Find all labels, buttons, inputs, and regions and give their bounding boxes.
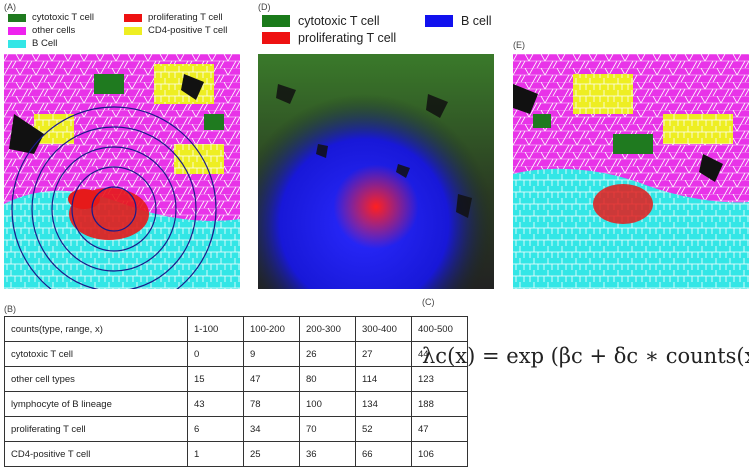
legend-label: B Cell (32, 38, 58, 49)
table-cell: 52 (355, 416, 412, 442)
table-cell: 66 (355, 441, 412, 467)
table-cell: 1 (187, 441, 244, 467)
table-cell: 15 (187, 366, 244, 392)
formula-equals: = (482, 344, 500, 368)
table-header-row: counts(type, range, x) 1-100 100-200 200… (4, 316, 468, 342)
table-header-cell: counts(type, range, x) (4, 316, 188, 342)
panel-label-e: (E) (513, 40, 525, 50)
legend-label: cytotoxic T cell (298, 14, 380, 28)
table-cell: 6 (187, 416, 244, 442)
cell-map-e (513, 54, 749, 289)
legend-swatch (8, 39, 26, 48)
legend-swatch (262, 15, 290, 27)
table-cell: 100 (299, 391, 356, 417)
legend-swatch (262, 32, 290, 44)
legend-swatch (8, 26, 26, 35)
panel-label-d: (D) (258, 2, 271, 12)
table-cell: cytotoxic T cell (4, 341, 188, 367)
legend-item: other cells (8, 25, 75, 36)
table-cell: 43 (187, 391, 244, 417)
legend-item: proliferating T cell (124, 12, 223, 23)
table-header-cell: 1-100 (187, 316, 244, 342)
legend-label: B cell (461, 14, 492, 28)
table-cell: other cell types (4, 366, 188, 392)
table-cell: proliferating T cell (4, 416, 188, 442)
formula-rhs: exp (βc + δc ∗ counts(x)) (506, 344, 749, 368)
table-cell: 27 (355, 341, 412, 367)
table-cell: 80 (299, 366, 356, 392)
table-cell: 134 (355, 391, 412, 417)
table-cell: 70 (299, 416, 356, 442)
table-row: other cell types 15 47 80 114 123 (4, 366, 468, 392)
table-cell: 123 (411, 366, 468, 392)
table-cell: 36 (299, 441, 356, 467)
table-row: lymphocyte of B lineage 43 78 100 134 18… (4, 391, 468, 417)
legend-item: cytotoxic T cell (262, 14, 380, 28)
table-cell: 78 (243, 391, 300, 417)
table-cell: CD4-positive T cell (4, 441, 188, 467)
table-header-cell: 400-500 (411, 316, 468, 342)
table-row: proliferating T cell 6 34 70 52 47 (4, 416, 468, 442)
table-cell: lymphocyte of B lineage (4, 391, 188, 417)
table-cell: 25 (243, 441, 300, 467)
legend-item: B Cell (8, 38, 57, 49)
table-row: cytotoxic T cell 0 9 26 27 44 (4, 341, 468, 367)
table-header-cell: 100-200 (243, 316, 300, 342)
panel-label-b: (B) (4, 304, 16, 314)
legend-item: B cell (425, 14, 492, 28)
legend-label: cytotoxic T cell (32, 12, 94, 23)
legend-swatch (124, 26, 142, 35)
legend-label: proliferating T cell (298, 31, 397, 45)
legend-swatch (8, 13, 26, 22)
table-cell: 44 (411, 341, 468, 367)
legend-item: proliferating T cell (262, 31, 396, 45)
table-cell: 47 (243, 366, 300, 392)
table-cell: 34 (243, 416, 300, 442)
table-cell: 47 (411, 416, 468, 442)
legend-item: cytotoxic T cell (8, 12, 94, 23)
legend-item: CD4-positive T cell (124, 25, 227, 36)
table-cell: 106 (411, 441, 468, 467)
legend-label: other cells (32, 25, 76, 36)
legend-label: proliferating T cell (148, 12, 223, 23)
panel-label-a: (A) (4, 2, 16, 12)
table-cell: 188 (411, 391, 468, 417)
formula-lhs: λc(x) (422, 344, 476, 368)
table-cell: 114 (355, 366, 412, 392)
panel-label-c: (C) (422, 297, 435, 307)
legend-label: CD4-positive T cell (148, 25, 228, 36)
cell-map-a (4, 54, 240, 289)
legend-swatch (425, 15, 453, 27)
table-cell: 0 (187, 341, 244, 367)
table-cell: 26 (299, 341, 356, 367)
counts-table: counts(type, range, x) 1-100 100-200 200… (4, 316, 468, 467)
legend-swatch (124, 13, 142, 22)
table-header-cell: 200-300 (299, 316, 356, 342)
table-cell: 9 (243, 341, 300, 367)
intensity-formula: λc(x) = exp (βc + δc ∗ counts(x)) (422, 344, 749, 368)
table-header-cell: 300-400 (355, 316, 412, 342)
intensity-map-d (258, 54, 494, 289)
table-row: CD4-positive T cell 1 25 36 66 106 (4, 441, 468, 467)
